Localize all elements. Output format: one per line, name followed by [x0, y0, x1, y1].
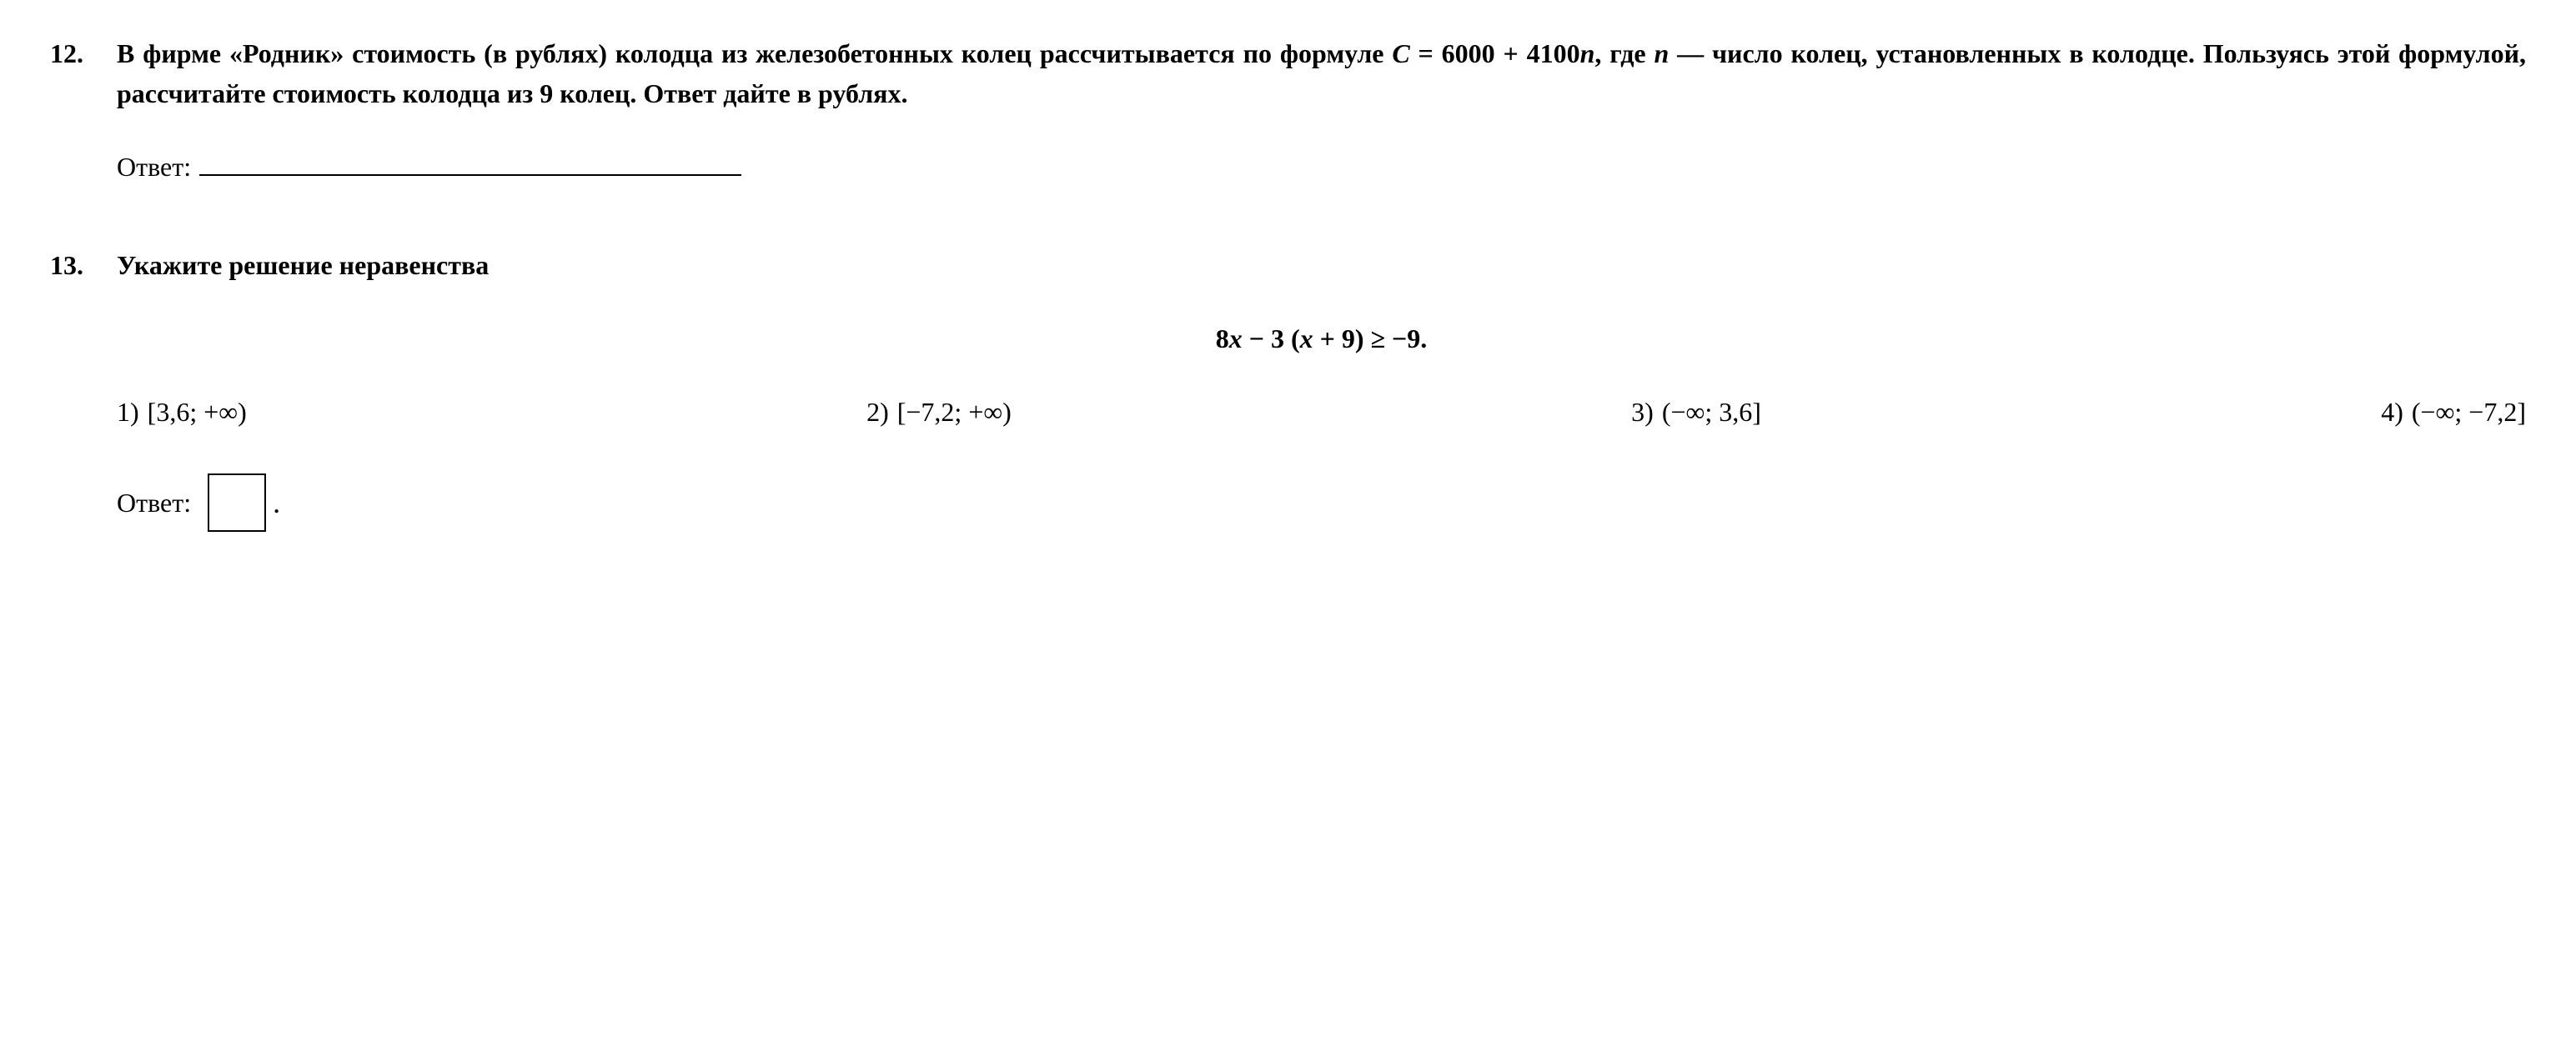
inequality-formula: 8x − 3 (x + 9) ≥ −9. — [117, 318, 2526, 358]
option-text: (−∞; −7,2] — [2412, 392, 2526, 432]
options-row: 1) [3,6; +∞) 2) [−7,2; +∞) 3) (−∞; 3,6] … — [117, 392, 2526, 432]
formula-var: n — [1654, 38, 1669, 68]
option-1: 1) [3,6; +∞) — [117, 392, 247, 432]
formula-var: C — [1392, 38, 1409, 68]
problem-number: 13. — [50, 245, 117, 532]
option-text: [3,6; +∞) — [148, 392, 247, 432]
formula-var: n — [1580, 38, 1595, 68]
problem-12: 12. В фирме «Родник» стоимость (в рублях… — [50, 33, 2526, 187]
formula-var: x — [1229, 323, 1243, 353]
answer-box-row: Ответ: . — [117, 473, 2526, 532]
option-text: [−7,2; +∞) — [897, 392, 1012, 432]
answer-label: Ответ: — [117, 147, 191, 187]
formula-part: + 9) ≥ −9. — [1313, 323, 1428, 353]
option-number: 3) — [1631, 392, 1654, 432]
option-number: 1) — [117, 392, 139, 432]
problem-text: В фирме «Родник» стоимость (в рублях) ко… — [117, 33, 2526, 113]
problem-content: В фирме «Родник» стоимость (в рублях) ко… — [117, 33, 2526, 187]
formula-part: = 6000 + 4100 — [1410, 38, 1580, 68]
text-part: В фирме «Родник» стоимость (в рублях) ко… — [117, 38, 1392, 68]
problem-number: 12. — [50, 33, 117, 187]
option-number: 4) — [2381, 392, 2403, 432]
answer-label: Ответ: — [117, 483, 191, 523]
answer-line: Ответ: — [117, 147, 2526, 187]
problem-content: Укажите решение неравенства 8x − 3 (x + … — [117, 245, 2526, 532]
formula-part: 8 — [1216, 323, 1229, 353]
formula-part: − 3 ( — [1243, 323, 1300, 353]
option-4: 4) (−∞; −7,2] — [2381, 392, 2526, 432]
text-part: , где — [1594, 38, 1654, 68]
problem-title: Укажите решение неравенства — [117, 245, 2526, 285]
option-3: 3) (−∞; 3,6] — [1631, 392, 1761, 432]
option-2: 2) [−7,2; +∞) — [866, 392, 1012, 432]
period: . — [273, 480, 280, 525]
formula-var: x — [1300, 323, 1313, 353]
option-number: 2) — [866, 392, 889, 432]
answer-blank[interactable] — [199, 149, 741, 176]
option-text: (−∞; 3,6] — [1662, 392, 1761, 432]
problem-13: 13. Укажите решение неравенства 8x − 3 (… — [50, 245, 2526, 532]
answer-box[interactable] — [208, 473, 266, 532]
